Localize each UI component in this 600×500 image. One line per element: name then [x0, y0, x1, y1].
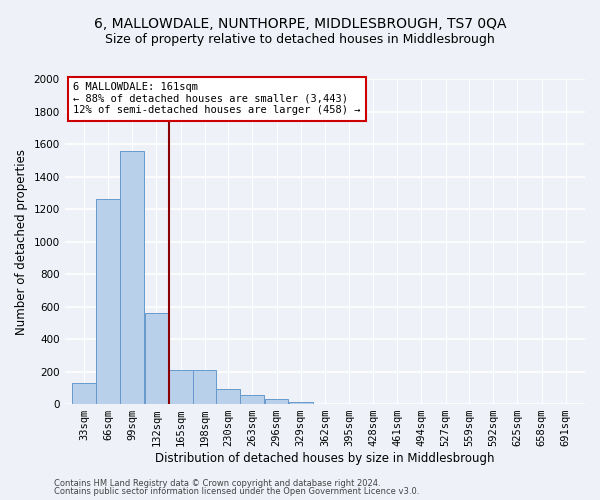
Bar [145, 313, 169, 404]
Bar [241, 395, 264, 404]
Bar [193, 370, 216, 404]
Bar [265, 399, 289, 404]
Text: Size of property relative to detached houses in Middlesbrough: Size of property relative to detached ho… [105, 32, 495, 46]
Bar [121, 150, 144, 404]
Bar [96, 200, 120, 404]
Text: Contains HM Land Registry data © Crown copyright and database right 2024.: Contains HM Land Registry data © Crown c… [54, 478, 380, 488]
X-axis label: Distribution of detached houses by size in Middlesbrough: Distribution of detached houses by size … [155, 452, 494, 465]
Y-axis label: Number of detached properties: Number of detached properties [15, 148, 28, 334]
Bar [169, 370, 193, 404]
Text: 6, MALLOWDALE, NUNTHORPE, MIDDLESBROUGH, TS7 0QA: 6, MALLOWDALE, NUNTHORPE, MIDDLESBROUGH,… [94, 18, 506, 32]
Text: 6 MALLOWDALE: 161sqm
← 88% of detached houses are smaller (3,443)
12% of semi-de: 6 MALLOWDALE: 161sqm ← 88% of detached h… [73, 82, 361, 116]
Bar [217, 390, 240, 404]
Text: Contains public sector information licensed under the Open Government Licence v3: Contains public sector information licen… [54, 487, 419, 496]
Bar [289, 402, 313, 404]
Bar [72, 383, 96, 404]
